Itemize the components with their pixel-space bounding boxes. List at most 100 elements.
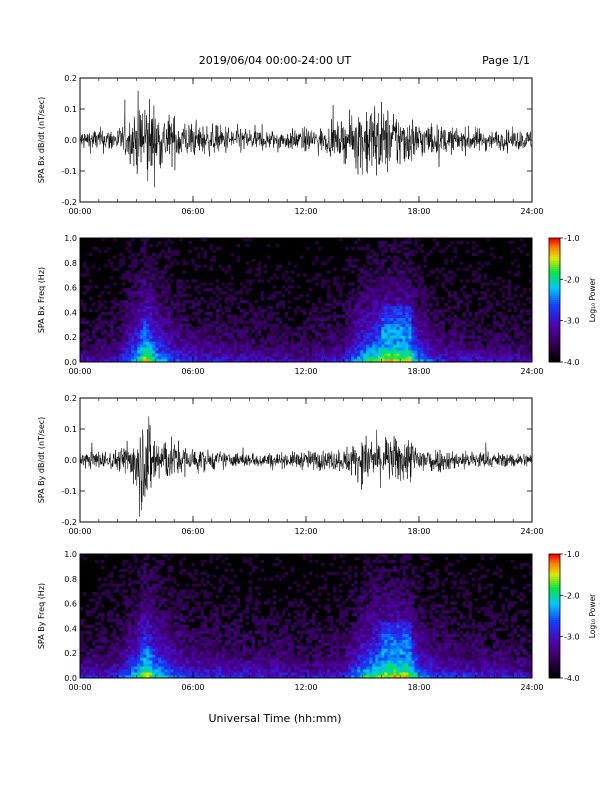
spectrogram-cell (176, 338, 180, 342)
spectrogram-cell (122, 568, 126, 573)
spectrogram-cell (128, 580, 132, 584)
spectrogram-cell (429, 311, 433, 316)
spectrogram-cell (272, 285, 277, 289)
spectrogram-cell (122, 326, 126, 330)
spectrogram-cell (312, 344, 316, 348)
spectrogram-cell (336, 335, 340, 339)
spectrogram-cell (263, 326, 268, 330)
spectrogram-cell (498, 332, 503, 336)
spectrogram-cell (158, 341, 162, 345)
spectrogram-cell (146, 651, 150, 655)
spectrogram-cell (179, 350, 183, 354)
spectrogram-cell (399, 335, 403, 339)
spectrogram-cell (173, 294, 177, 298)
spectrogram-cell (399, 311, 403, 316)
spectrogram-cell (197, 350, 201, 354)
spectrogram-cell (336, 341, 340, 345)
spectrogram-cell (200, 627, 204, 632)
spectrogram-cell (122, 583, 126, 587)
spectrogram-cell (245, 311, 250, 316)
spectrogram-cell (242, 347, 247, 351)
colorbar-segment (549, 283, 560, 286)
spectrogram-cell (281, 356, 286, 360)
spectrogram-cell (375, 347, 379, 351)
spectrogram-cell (381, 320, 385, 324)
spectrogram-cell (399, 243, 403, 248)
spectrogram-cell (176, 252, 180, 257)
spectrogram-cell (179, 347, 183, 351)
spectrogram-cell (110, 332, 114, 336)
spectrogram-cell (146, 595, 150, 599)
spectrogram-cell (170, 610, 174, 614)
spectrogram-cell (116, 583, 120, 587)
spectrogram-cell (158, 645, 162, 649)
spectrogram-cell (239, 341, 244, 345)
spectrogram-cell (134, 338, 138, 342)
spectrogram-cell (152, 675, 156, 679)
spectrogram-cell (176, 291, 180, 295)
spectrogram-cell (104, 672, 108, 676)
spectrogram-cell (471, 350, 476, 354)
spectrogram-cell (363, 359, 367, 363)
spectrogram-cell (173, 320, 177, 324)
spectrogram-cell (366, 329, 370, 333)
spectrogram-cell (417, 332, 421, 336)
spectrogram-cell (351, 294, 355, 298)
spectrogram-cell (360, 353, 364, 357)
spectrogram-cell (167, 335, 171, 339)
spectrogram-cell (152, 285, 156, 289)
spectrogram-cell (399, 353, 403, 357)
spectrogram-cell (477, 267, 482, 271)
spectrogram-cell (351, 317, 355, 321)
spectrogram-cell (372, 252, 376, 257)
spectrogram-cell (110, 350, 114, 354)
spectrogram-cell (128, 663, 132, 667)
spectrogram-cell (143, 329, 147, 333)
spectrogram-cell (387, 308, 391, 313)
spectrogram-cell (92, 642, 96, 646)
spectrogram-cell (98, 326, 102, 330)
spectrogram-cell (200, 238, 204, 242)
spectrogram-cell (149, 311, 153, 316)
spectrogram-cell (426, 359, 430, 363)
spectrogram-cell (143, 243, 147, 248)
spectrogram-cell (423, 264, 427, 268)
spectrogram-cell (327, 323, 331, 327)
spectrogram-cell (110, 654, 114, 658)
spectrogram-cell (164, 356, 168, 360)
spectrogram-cell (194, 610, 198, 614)
spectrogram-cell (176, 598, 180, 602)
spectrogram-cell (143, 308, 147, 313)
spectrogram-cell (116, 624, 120, 629)
spectrogram-cell (98, 317, 102, 321)
spectrogram-cell (309, 326, 313, 330)
spectrogram-cell (185, 657, 189, 661)
spectrogram-cell (182, 335, 186, 339)
spectrogram-cell (342, 305, 346, 310)
spectrogram-cell (408, 288, 412, 292)
spectrogram-cell (188, 654, 192, 658)
spectrogram-cell (402, 341, 406, 345)
spectrogram-cell (393, 264, 397, 268)
spectrogram-cell (182, 305, 186, 310)
spectrogram-cell (423, 288, 427, 292)
spectrogram-cell (507, 270, 512, 274)
spectrogram-cell (92, 350, 96, 354)
spectrogram-cell (324, 302, 328, 307)
spectrogram-cell (161, 586, 165, 590)
spectrogram-cell (164, 666, 168, 670)
spectrogram-cell (80, 630, 84, 635)
spectrogram-cell (327, 338, 331, 342)
spectrogram-cell (492, 317, 497, 321)
spectrogram-cell (290, 338, 295, 342)
spectrogram-cell (489, 302, 494, 307)
spectrogram-cell (140, 613, 144, 617)
spectrogram-cell (369, 255, 373, 259)
spectrogram-cell (420, 305, 424, 310)
spectrogram-cell (89, 297, 93, 301)
spectrogram-cell (128, 577, 132, 581)
spectrogram-cell (92, 607, 96, 611)
colorbar-segment (549, 326, 560, 330)
spectrogram-cell (399, 344, 403, 348)
spectrogram-cell (399, 285, 403, 289)
